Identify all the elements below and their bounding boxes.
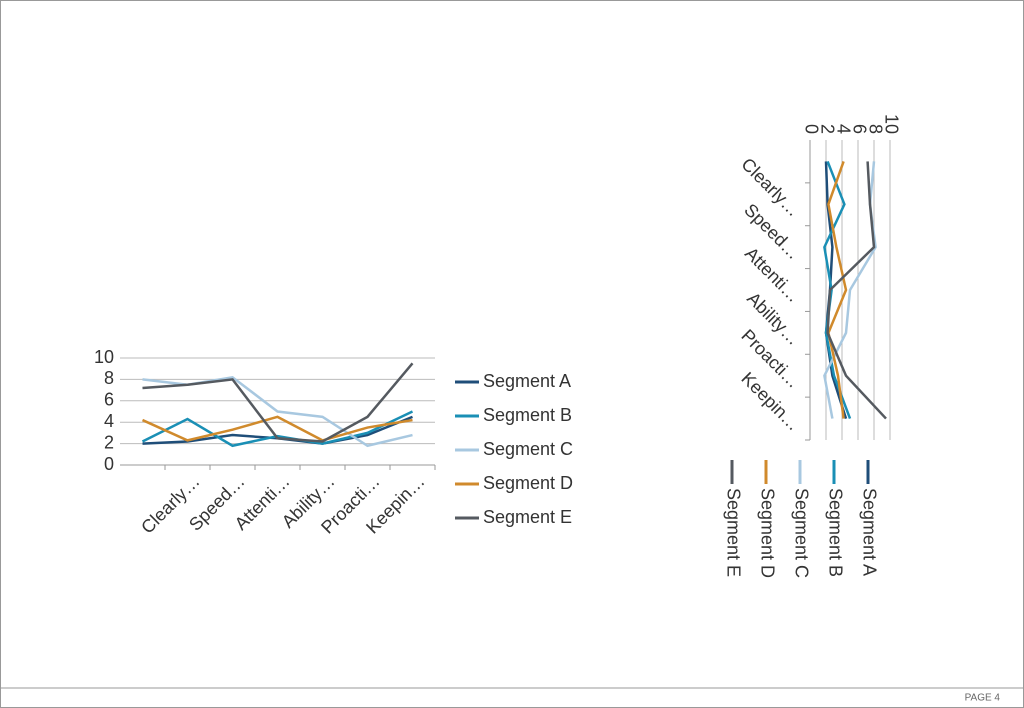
y-tick-label: 0	[801, 124, 821, 134]
legend-label: Segment E	[483, 507, 572, 527]
series-line	[141, 415, 413, 442]
y-tick-label: 10	[94, 347, 114, 367]
legend-label: Segment A	[483, 371, 571, 391]
series-line	[826, 161, 887, 420]
legend-label: Segment C	[791, 488, 811, 578]
y-tick-label: 0	[104, 454, 114, 474]
legend-label: Segment C	[483, 439, 573, 459]
y-tick-label: 2	[817, 124, 837, 134]
y-tick-label: 10	[881, 114, 901, 134]
series-line	[141, 410, 414, 448]
y-tick-label: 8	[104, 368, 114, 388]
page-number: PAGE 4	[965, 693, 1001, 704]
series-line	[827, 161, 848, 419]
y-tick-label: 4	[833, 124, 853, 134]
series-line	[142, 362, 414, 443]
legend-label: Segment A	[859, 488, 879, 576]
legend-label: Segment D	[483, 473, 573, 493]
legend-label: Segment D	[757, 488, 777, 578]
legend-label: Segment B	[825, 488, 845, 577]
y-tick-label: 2	[104, 432, 114, 452]
y-tick-label: 8	[865, 124, 885, 134]
y-tick-label: 4	[104, 411, 114, 431]
y-tick-label: 6	[849, 124, 869, 134]
legend-label: Segment B	[483, 405, 572, 425]
y-tick-label: 6	[104, 390, 114, 410]
legend-label: Segment E	[723, 488, 743, 577]
